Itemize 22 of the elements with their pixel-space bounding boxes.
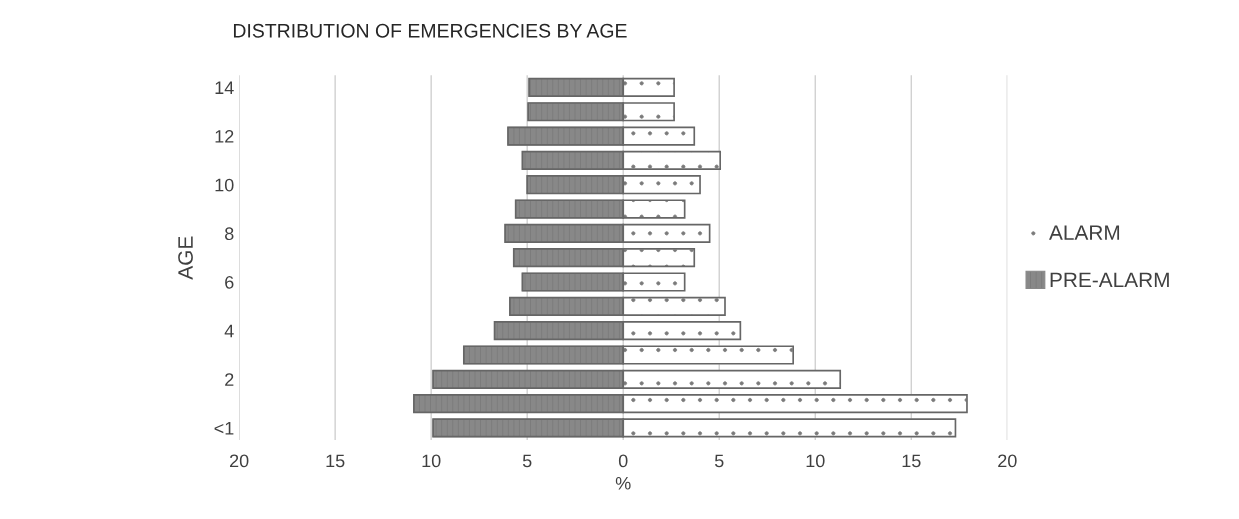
y-tick-label: 14 bbox=[215, 81, 234, 94]
x-tick-label: 20 bbox=[229, 454, 249, 468]
x-tick-label: 5 bbox=[522, 454, 532, 468]
legend-label: ALARM bbox=[1049, 225, 1120, 240]
x-tick-label: 10 bbox=[806, 454, 825, 468]
y-tick-label: <1 bbox=[214, 422, 234, 435]
x-tick-label: 0 bbox=[618, 454, 628, 468]
x-axis-title: % bbox=[615, 476, 631, 490]
y-tick-label: 6 bbox=[225, 275, 234, 289]
y-axis-title: AGE bbox=[178, 236, 193, 280]
chart-title: DISTRIBUTION OF EMERGENCIES BY AGE bbox=[233, 23, 627, 38]
y-tick-label: 2 bbox=[225, 373, 234, 386]
x-tick-label: 15 bbox=[326, 454, 345, 468]
y-tick-label: 10 bbox=[215, 178, 234, 192]
legend-label: PRE-ALARM bbox=[1050, 272, 1169, 288]
y-tick-label: 8 bbox=[225, 227, 234, 241]
y-tick-label: 12 bbox=[215, 130, 234, 143]
x-tick-label: 10 bbox=[422, 454, 441, 468]
x-tick-label: 20 bbox=[998, 454, 1017, 468]
x-tick-label: 5 bbox=[714, 454, 724, 468]
y-tick-label: 4 bbox=[224, 324, 234, 338]
x-tick-label: 15 bbox=[902, 454, 921, 468]
